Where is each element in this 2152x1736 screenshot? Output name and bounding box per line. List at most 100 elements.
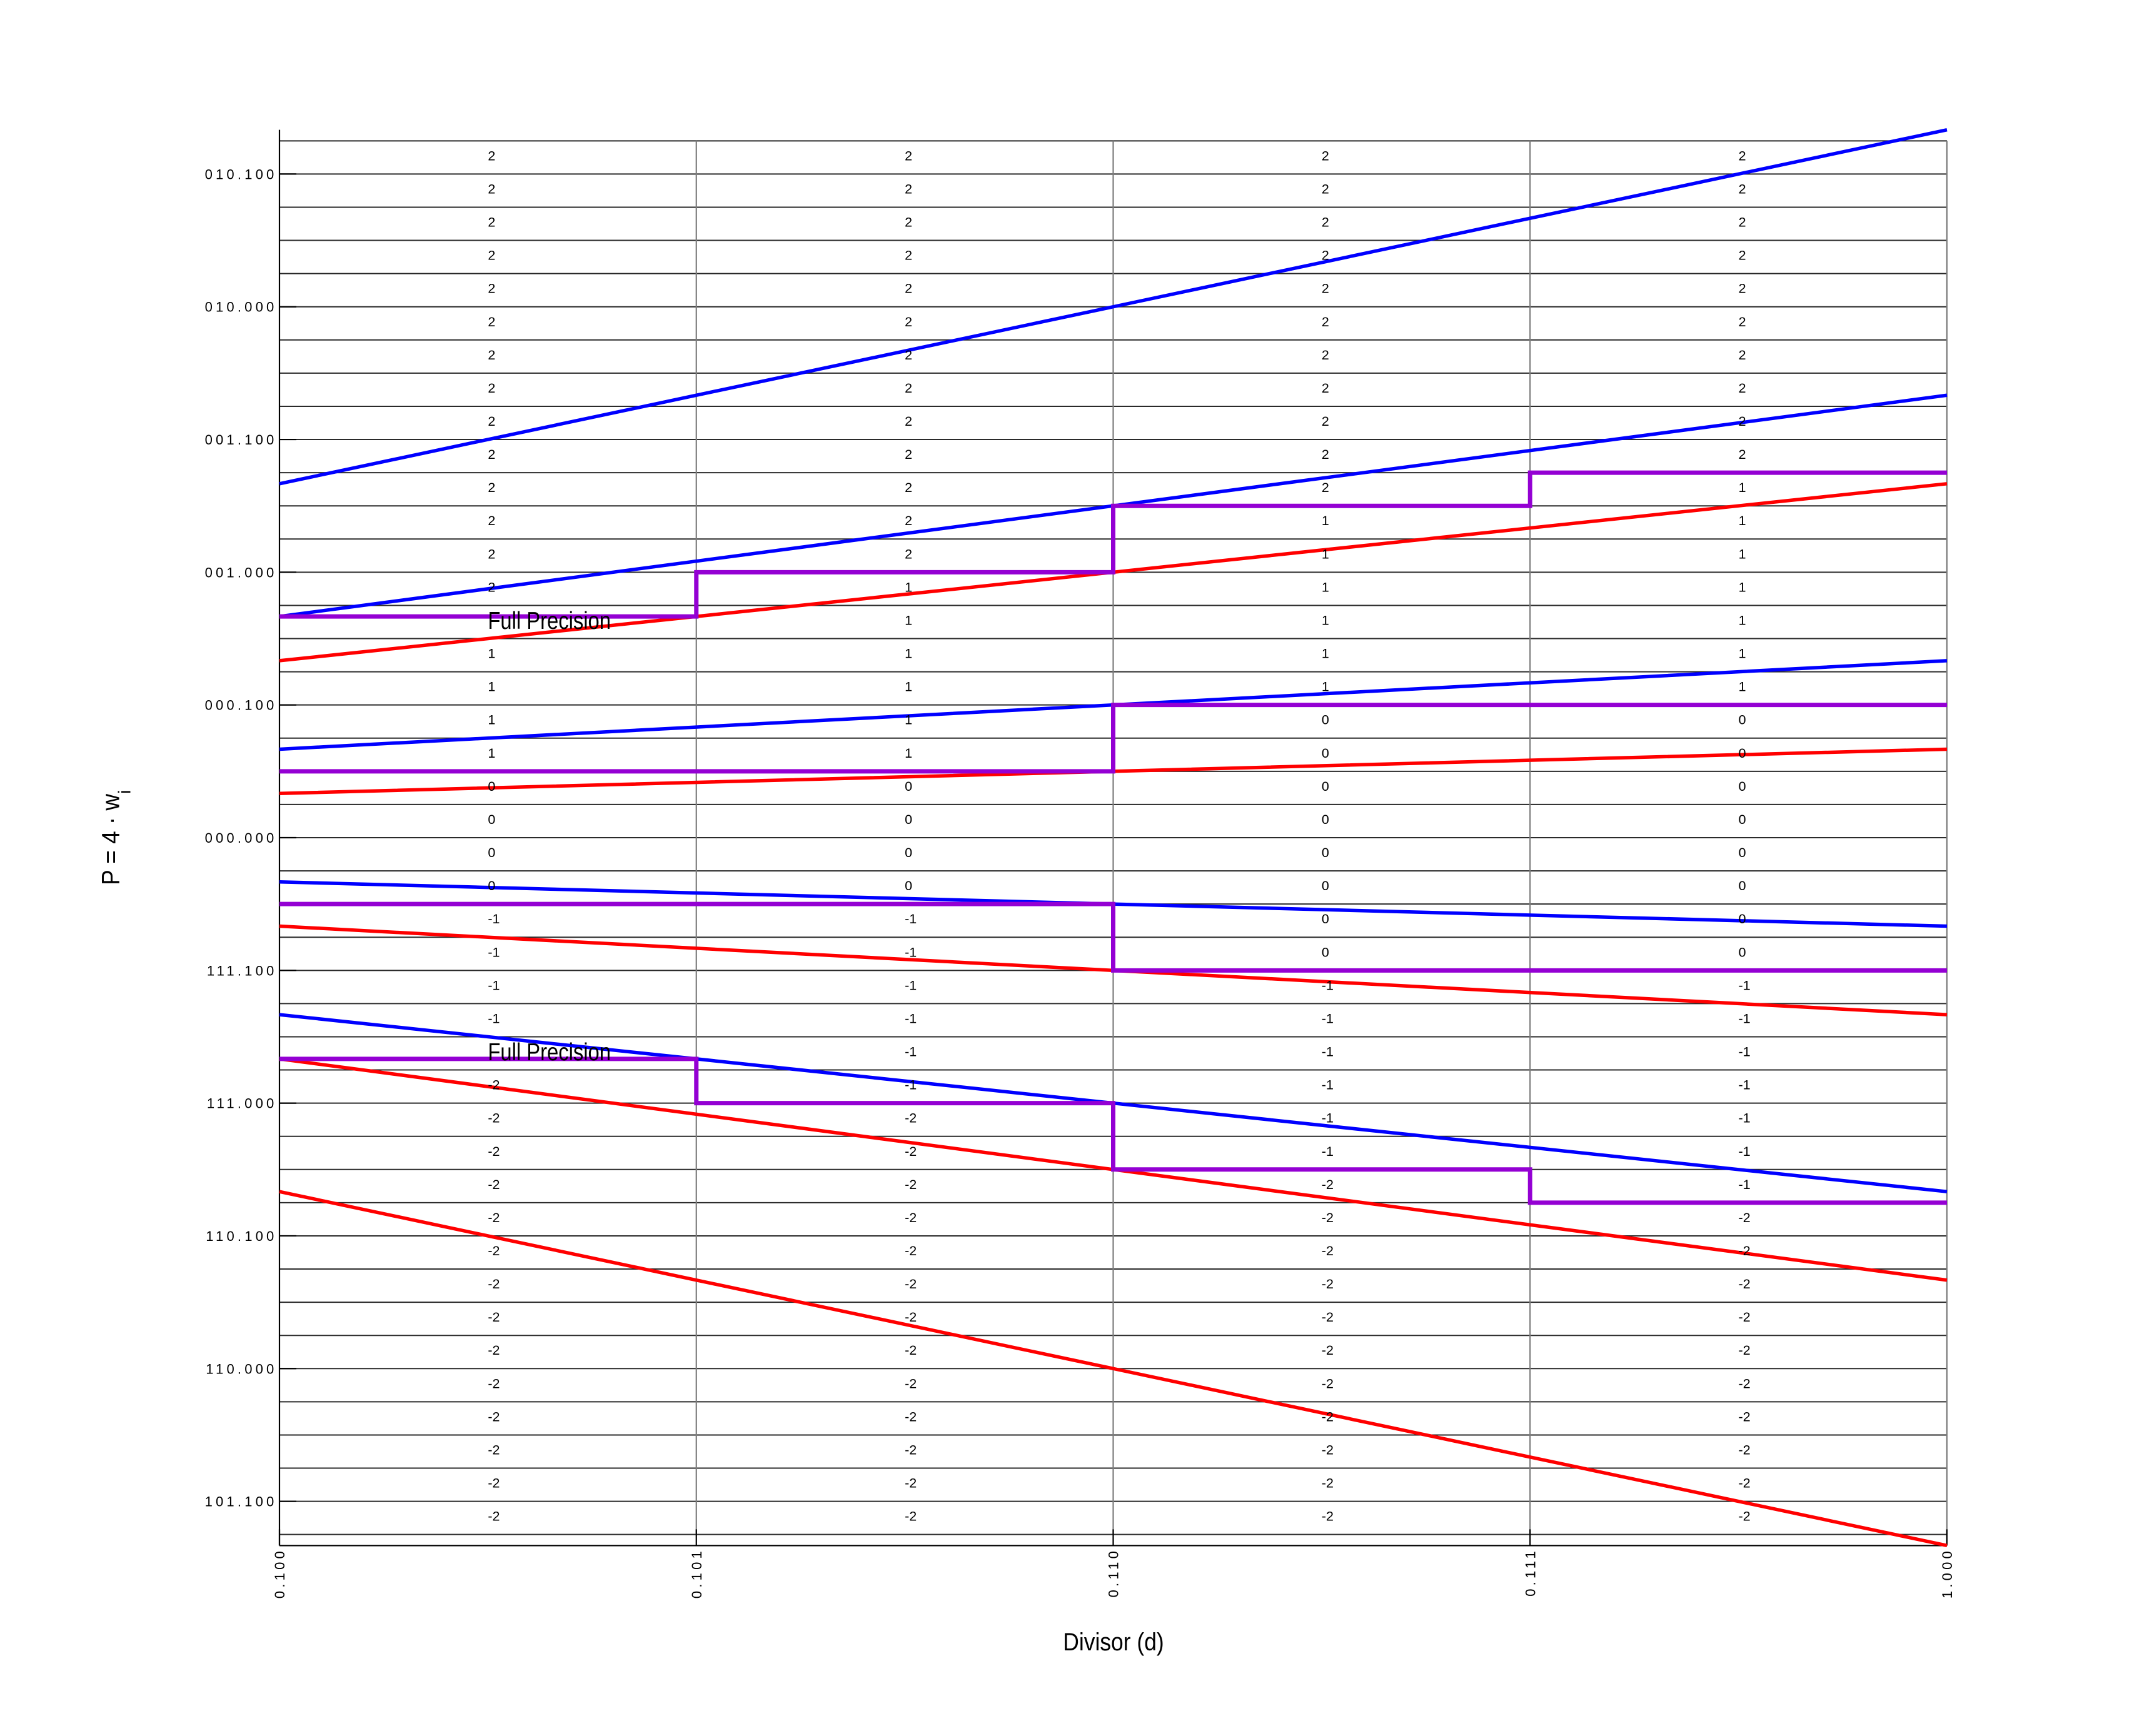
svg-text:000.100: 000.100	[205, 698, 278, 713]
svg-text:-2: -2	[1739, 1476, 1751, 1491]
svg-text:1: 1	[1739, 613, 1746, 628]
svg-text:0: 0	[905, 845, 912, 860]
svg-text:2: 2	[488, 381, 495, 396]
svg-text:-1: -1	[1322, 1078, 1334, 1093]
svg-text:2: 2	[1739, 314, 1746, 329]
svg-text:0: 0	[1739, 845, 1746, 860]
svg-text:-2: -2	[905, 1409, 917, 1424]
svg-text:-2: -2	[488, 1443, 500, 1458]
svg-text:0: 0	[1322, 845, 1329, 860]
svg-text:2: 2	[488, 314, 495, 329]
svg-text:-2: -2	[1739, 1509, 1751, 1524]
svg-text:2: 2	[1739, 215, 1746, 230]
svg-text:2: 2	[1322, 281, 1329, 296]
svg-text:0: 0	[488, 779, 495, 794]
svg-text:0: 0	[1739, 746, 1746, 761]
svg-text:-1: -1	[905, 978, 917, 993]
svg-text:-2: -2	[905, 1476, 917, 1491]
svg-text:1: 1	[1739, 646, 1746, 661]
svg-text:-2: -2	[1739, 1443, 1751, 1458]
svg-text:2: 2	[1739, 181, 1746, 196]
svg-text:-2: -2	[1322, 1509, 1334, 1524]
svg-text:-1: -1	[1322, 1111, 1334, 1126]
svg-text:-1: -1	[905, 1045, 917, 1060]
svg-text:2: 2	[1739, 447, 1746, 462]
svg-text:-1: -1	[905, 911, 917, 926]
svg-text:-2: -2	[905, 1277, 917, 1292]
svg-text:1: 1	[1322, 546, 1329, 561]
svg-text:0: 0	[1322, 779, 1329, 794]
svg-text:001.000: 001.000	[205, 564, 278, 580]
svg-text:0: 0	[1322, 878, 1329, 893]
svg-text:-2: -2	[1739, 1210, 1751, 1225]
svg-text:2: 2	[1322, 215, 1329, 230]
svg-text:0: 0	[1322, 746, 1329, 761]
svg-text:-2: -2	[1322, 1243, 1334, 1258]
svg-text:1: 1	[488, 680, 495, 695]
svg-text:0: 0	[905, 779, 912, 794]
svg-text:2: 2	[488, 215, 495, 230]
svg-text:2: 2	[905, 148, 912, 163]
svg-text:2: 2	[905, 447, 912, 462]
svg-text:-2: -2	[1739, 1243, 1751, 1258]
svg-text:-2: -2	[1322, 1443, 1334, 1458]
svg-text:-2: -2	[905, 1443, 917, 1458]
svg-text:2: 2	[1322, 148, 1329, 163]
svg-text:1: 1	[488, 646, 495, 661]
svg-text:-1: -1	[1322, 978, 1334, 993]
svg-text:-1: -1	[1322, 1011, 1334, 1026]
svg-text:1: 1	[1739, 580, 1746, 595]
svg-text:0: 0	[488, 878, 495, 893]
svg-text:-2: -2	[1739, 1409, 1751, 1424]
svg-text:1: 1	[1322, 580, 1329, 595]
svg-text:2: 2	[905, 248, 912, 263]
svg-text:-2: -2	[488, 1376, 500, 1391]
svg-text:010.000: 010.000	[205, 299, 278, 315]
svg-text:1: 1	[1739, 513, 1746, 528]
svg-text:1.000: 1.000	[1939, 1548, 1955, 1598]
svg-text:0: 0	[1739, 713, 1746, 728]
svg-text:1: 1	[905, 613, 912, 628]
svg-text:-1: -1	[1322, 1144, 1334, 1159]
svg-text:-2: -2	[905, 1509, 917, 1524]
svg-text:Full Precision: Full Precision	[488, 608, 611, 635]
svg-text:111.100: 111.100	[207, 963, 278, 978]
svg-text:-2: -2	[1322, 1376, 1334, 1391]
svg-text:2: 2	[1739, 148, 1746, 163]
svg-text:-2: -2	[488, 1210, 500, 1225]
svg-text:-2: -2	[488, 1277, 500, 1292]
svg-text:2: 2	[905, 281, 912, 296]
svg-text:-2: -2	[488, 1310, 500, 1325]
svg-text:2: 2	[488, 348, 495, 363]
svg-text:2: 2	[905, 215, 912, 230]
svg-text:-2: -2	[488, 1243, 500, 1258]
svg-text:-2: -2	[1322, 1409, 1334, 1424]
svg-text:-1: -1	[905, 1078, 917, 1093]
svg-text:2: 2	[1739, 281, 1746, 296]
svg-text:-2: -2	[1322, 1476, 1334, 1491]
svg-text:-1: -1	[1739, 1111, 1751, 1126]
svg-text:2: 2	[1322, 414, 1329, 429]
svg-text:-1: -1	[905, 945, 917, 960]
svg-text:-2: -2	[1739, 1343, 1751, 1358]
svg-text:2: 2	[905, 348, 912, 363]
svg-text:-2: -2	[905, 1177, 917, 1192]
svg-text:2: 2	[1322, 447, 1329, 462]
svg-text:-2: -2	[1739, 1376, 1751, 1391]
svg-text:2: 2	[1322, 181, 1329, 196]
svg-text:0: 0	[1739, 779, 1746, 794]
svg-text:-2: -2	[488, 1509, 500, 1524]
svg-text:110.100: 110.100	[206, 1228, 277, 1244]
svg-text:111.000: 111.000	[207, 1096, 278, 1111]
svg-text:0.101: 0.101	[689, 1548, 705, 1598]
svg-text:1: 1	[905, 746, 912, 761]
svg-text:-2: -2	[905, 1376, 917, 1391]
svg-text:-2: -2	[1739, 1277, 1751, 1292]
svg-text:0.100: 0.100	[272, 1548, 288, 1598]
svg-text:2: 2	[905, 181, 912, 196]
svg-text:Divisor (d): Divisor (d)	[1063, 1628, 1164, 1656]
svg-text:1: 1	[905, 713, 912, 728]
svg-text:2: 2	[488, 248, 495, 263]
svg-text:0: 0	[1739, 945, 1746, 960]
svg-text:-2: -2	[1322, 1277, 1334, 1292]
